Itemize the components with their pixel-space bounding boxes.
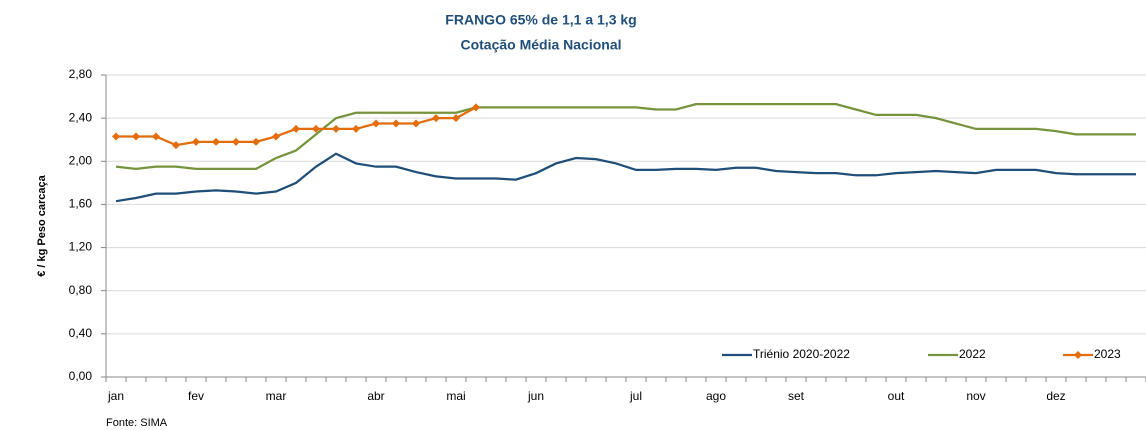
source-note: Fonte: SIMA bbox=[106, 417, 168, 429]
y-tick-label: 1,60 bbox=[69, 197, 93, 211]
point-marker bbox=[252, 137, 260, 146]
x-tick-label: abr bbox=[367, 389, 384, 403]
chart-subtitle: Cotação Média Nacional bbox=[460, 37, 621, 53]
x-tick-label: out bbox=[888, 389, 905, 403]
legend-label: Triénio 2020-2022 bbox=[753, 347, 850, 361]
y-tick-label: 0,00 bbox=[69, 369, 93, 383]
x-tick-label: jun bbox=[527, 389, 544, 403]
x-tick-label: dez bbox=[1046, 389, 1065, 403]
point-marker bbox=[212, 137, 220, 146]
y-tick-label: 0,80 bbox=[69, 283, 93, 297]
x-tick-label: mai bbox=[446, 389, 465, 403]
y-tick-label: 2,00 bbox=[69, 153, 93, 167]
x-tick-label: fev bbox=[188, 389, 204, 403]
legend-marker bbox=[1074, 351, 1082, 359]
series-line bbox=[115, 102, 1136, 170]
point-marker bbox=[292, 124, 300, 133]
point-marker bbox=[312, 124, 320, 133]
series-line bbox=[115, 152, 1136, 203]
point-marker bbox=[192, 137, 200, 146]
y-tick-label: 2,40 bbox=[69, 110, 93, 124]
point-marker bbox=[132, 132, 140, 141]
y-tick-label: 2,80 bbox=[69, 67, 93, 81]
point-marker bbox=[112, 132, 120, 141]
point-marker bbox=[412, 119, 420, 128]
x-tick-label: jul bbox=[629, 389, 642, 403]
y-axis-label: € / kg Peso carcaça bbox=[36, 174, 48, 276]
point-marker bbox=[392, 119, 400, 128]
point-marker bbox=[172, 141, 180, 150]
x-tick-label: mar bbox=[266, 389, 287, 403]
chart-title: FRANGO 65% de 1,1 a 1,3 kg bbox=[445, 12, 636, 28]
y-tick-label: 0,40 bbox=[69, 326, 93, 340]
y-tick-label: 1,20 bbox=[69, 240, 93, 254]
x-tick-label: jan bbox=[107, 389, 124, 403]
legend-label: 2023 bbox=[1094, 347, 1121, 361]
point-marker bbox=[352, 124, 360, 133]
point-marker bbox=[232, 137, 240, 146]
x-tick-label: nov bbox=[966, 389, 985, 403]
x-tick-label: set bbox=[788, 389, 805, 403]
x-tick-label: ago bbox=[706, 389, 726, 403]
point-marker bbox=[332, 124, 340, 133]
point-marker bbox=[372, 119, 380, 128]
point-marker bbox=[472, 103, 480, 112]
point-marker bbox=[272, 132, 280, 141]
point-marker bbox=[452, 114, 460, 123]
point-marker bbox=[152, 132, 160, 141]
legend-label: 2022 bbox=[959, 347, 986, 361]
point-marker bbox=[432, 114, 440, 123]
